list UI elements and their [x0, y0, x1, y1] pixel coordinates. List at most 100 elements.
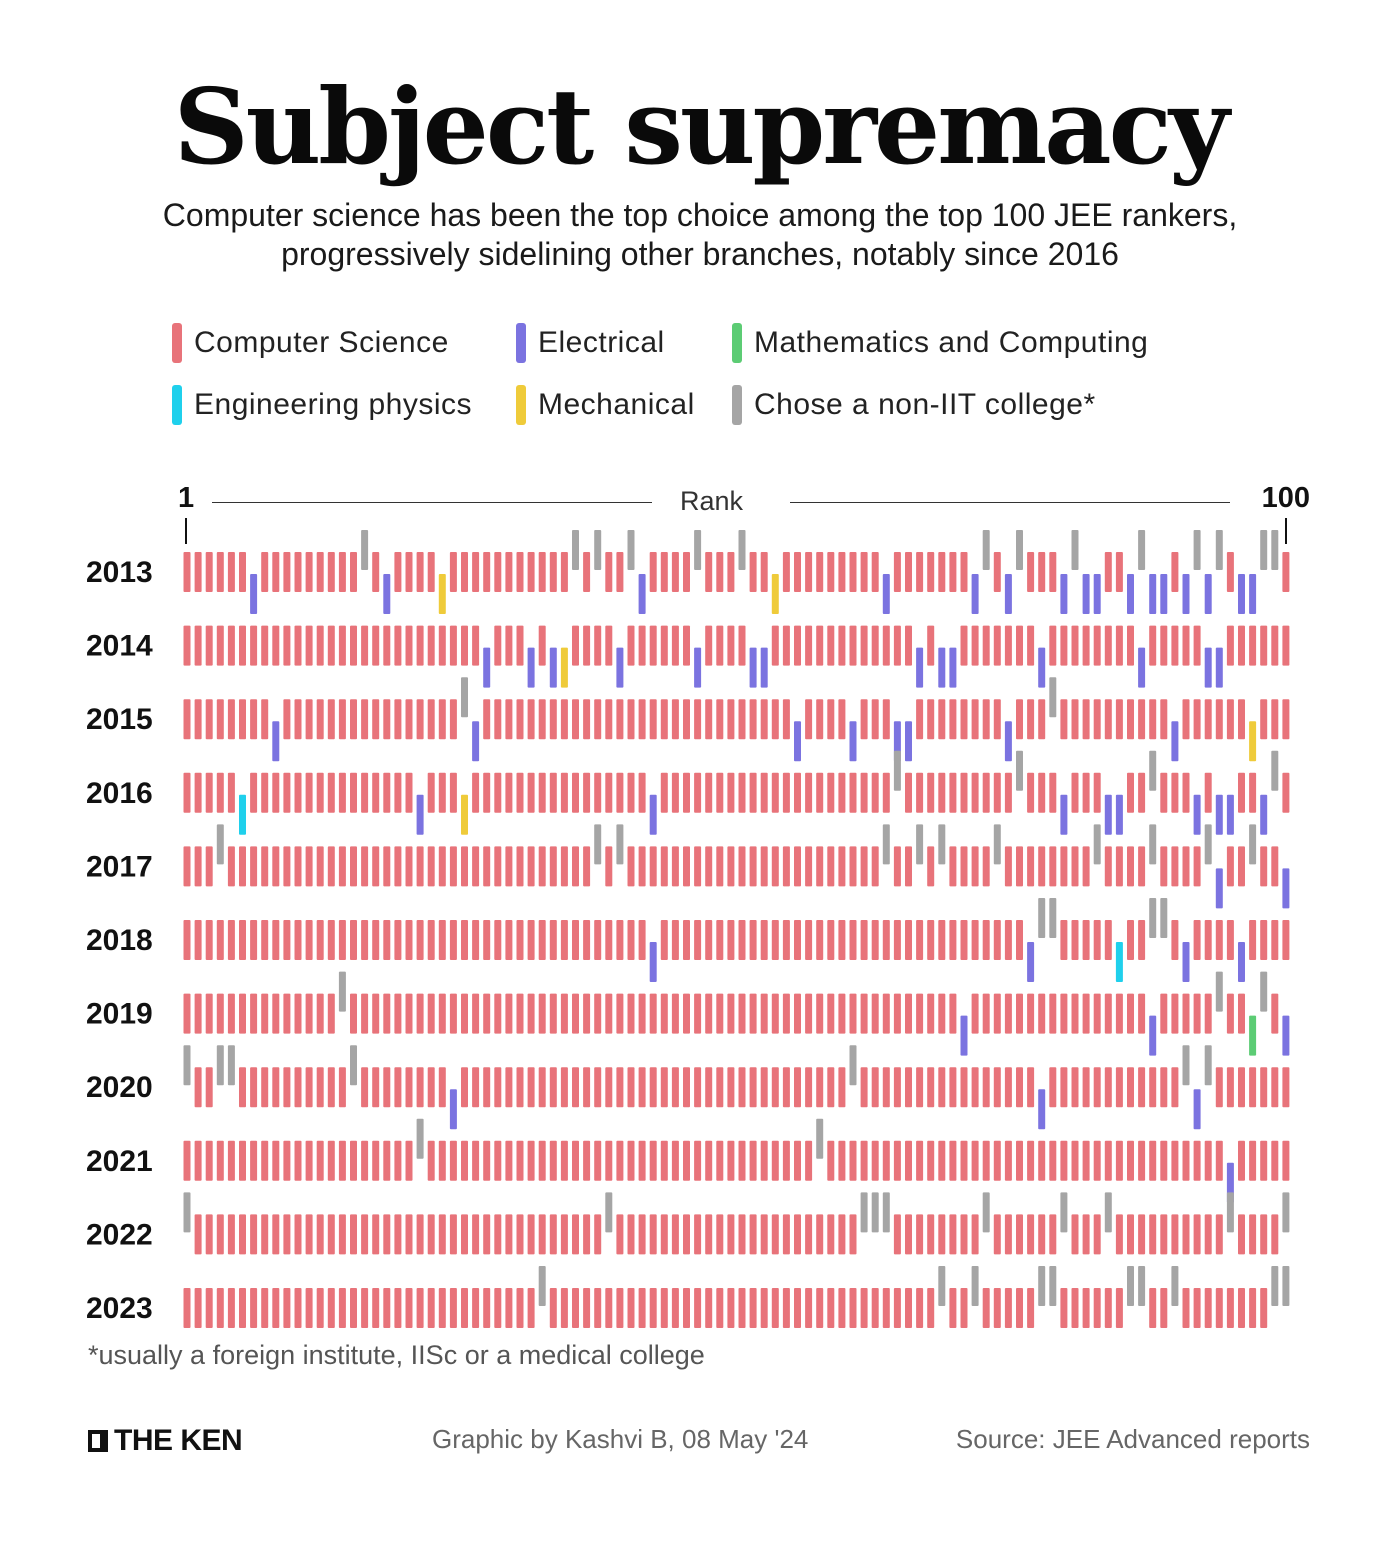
rank-bar-cs — [1049, 993, 1057, 1034]
rank-bar-cs — [183, 1140, 191, 1181]
rank-bar-cs — [361, 1140, 369, 1181]
rank-bar-cs — [982, 846, 990, 887]
rank-bar-cs — [838, 993, 846, 1034]
rank-bar-cs — [516, 1067, 524, 1108]
rank-bar-cs — [1138, 920, 1146, 960]
rank-bar-cs — [1238, 1140, 1245, 1181]
rank-bar-cs — [338, 1067, 346, 1108]
rank-bar-cs — [993, 1067, 1001, 1108]
rank-bar-cs — [560, 1288, 568, 1328]
rank-bar-cs — [283, 846, 291, 887]
rank-bar-cs — [1060, 1140, 1068, 1181]
rank-bar-cs — [572, 772, 579, 813]
rank-bar-cs — [716, 1140, 724, 1181]
rank-bar-cs — [805, 846, 813, 887]
rank-bar-cs — [283, 699, 291, 740]
rank-bar-cs — [1215, 699, 1223, 740]
rank-bar-cs — [882, 1288, 890, 1328]
rank-bar-cs — [583, 993, 591, 1034]
rank-bar-cs — [194, 699, 202, 740]
rank-bar-e — [1282, 868, 1290, 909]
rank-bar-cs — [549, 846, 557, 887]
rank-bar-cs — [971, 920, 979, 960]
rank-bar-cs — [760, 552, 768, 592]
rank-bar-e — [1182, 574, 1190, 614]
rank-bar-cs — [882, 625, 890, 666]
rank-bar-cs — [993, 993, 1001, 1034]
rank-bar-cs — [538, 846, 546, 887]
rank-bar-cs — [372, 1067, 380, 1108]
rank-bar-cs — [449, 920, 457, 960]
year-row-2018: 2018 — [86, 898, 1290, 982]
rank-bar-e — [549, 647, 557, 688]
rank-bar-cs — [1238, 846, 1245, 887]
rank-bar-cs — [838, 625, 846, 666]
rank-bar-cs — [416, 1288, 424, 1328]
rank-bar-cs — [350, 993, 357, 1034]
rank-bar-e — [649, 942, 657, 982]
rank-bar-cs — [794, 1067, 801, 1108]
rank-bar-cs — [572, 993, 579, 1034]
rank-bar-cs — [771, 1140, 779, 1181]
rank-bar-cs — [1182, 625, 1190, 666]
year-row-2014: 2014 — [86, 625, 1290, 688]
rank-bar-cs — [1149, 1288, 1157, 1328]
rank-bar-cs — [383, 846, 391, 887]
rank-bar-cs — [716, 1288, 724, 1328]
rank-bar-cs — [1260, 1288, 1268, 1328]
rank-bar-cs — [727, 1140, 735, 1181]
rank-bar-cs — [1082, 1067, 1090, 1108]
rank-bar-cs — [516, 1140, 524, 1181]
rank-bar-cs — [505, 625, 513, 666]
year-row-2023: 2023 — [86, 1266, 1290, 1328]
rank-bar-cs — [838, 920, 846, 960]
rank-bar-cs — [627, 993, 635, 1034]
rank-bar-cs — [483, 1214, 491, 1255]
rank-bar-cs — [905, 552, 912, 592]
rank-bar-cs — [1182, 1288, 1190, 1328]
rank-bar-cs — [305, 920, 313, 960]
rank-bar-e — [1060, 574, 1068, 614]
rank-bar-cs — [505, 1067, 513, 1108]
rank-bar-cs — [438, 1214, 446, 1255]
rank-bar-cs — [1238, 993, 1245, 1034]
rank-bar-cs — [827, 625, 835, 666]
rank-bar-cs — [1193, 625, 1201, 666]
rank-bar-g — [1016, 750, 1023, 791]
rank-bar-cs — [1260, 625, 1268, 666]
legend-swatch-e — [516, 323, 526, 363]
rank-bar-cs — [405, 552, 413, 592]
rank-bar-cs — [771, 846, 779, 887]
rank-bar-cs — [771, 772, 779, 813]
rank-bar-cs — [716, 552, 724, 592]
rank-bar-g — [1271, 1266, 1279, 1306]
rank-bar-cs — [227, 552, 235, 592]
rank-bar-cs — [1226, 699, 1234, 740]
rank-bar-cs — [338, 1214, 346, 1255]
rank-bar-cs — [1093, 920, 1101, 960]
rank-bar-cs — [216, 1288, 224, 1328]
rank-bar-cs — [949, 552, 957, 592]
rank-bar-g — [1226, 1192, 1234, 1233]
rank-bar-g — [893, 750, 901, 791]
rank-bar-cs — [616, 1288, 624, 1328]
rank-bar-cs — [227, 699, 235, 740]
rank-bar-cs — [638, 772, 646, 813]
rank-bar-cs — [627, 1140, 635, 1181]
rank-bar-cs — [1127, 846, 1134, 887]
rank-bar-cs — [1226, 1288, 1234, 1328]
rank-bar-cs — [438, 993, 446, 1034]
rank-bar-cs — [316, 772, 324, 813]
rank-bar-cs — [749, 993, 757, 1034]
rank-bar-cs — [771, 699, 779, 740]
rank-bar-cs — [860, 772, 868, 813]
rank-bar-cs — [305, 1214, 313, 1255]
rank-bar-cs — [683, 552, 690, 592]
rank-bar-cs — [816, 1288, 824, 1328]
year-row-2019: 2019 — [86, 971, 1290, 1056]
rank-bar-cs — [938, 1140, 946, 1181]
rank-bar-cs — [449, 772, 457, 813]
rank-bar-e — [882, 574, 890, 614]
rank-bar-cs — [660, 846, 668, 887]
rank-bar-cs — [927, 772, 935, 813]
